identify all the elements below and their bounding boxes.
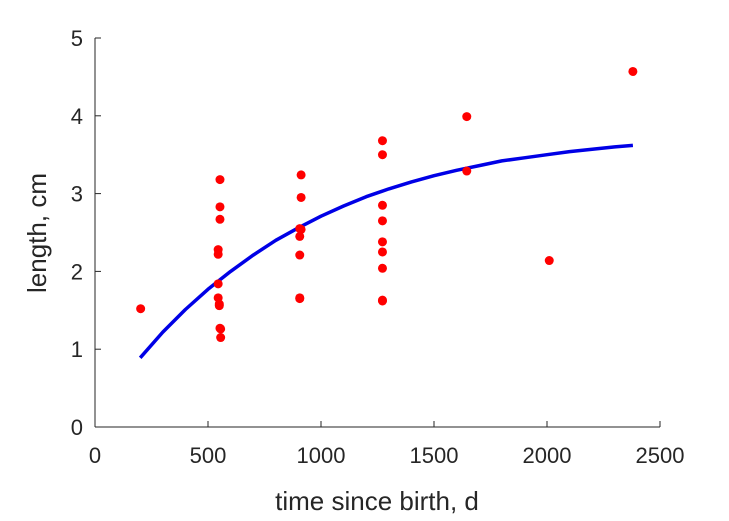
x-tick-label: 0 xyxy=(89,443,101,468)
data-point xyxy=(377,216,387,226)
x-tick-label: 500 xyxy=(190,443,227,468)
data-point xyxy=(216,324,226,334)
x-tick-label: 2000 xyxy=(523,443,572,468)
data-point xyxy=(214,299,224,309)
data-point xyxy=(136,304,146,314)
data-point xyxy=(462,166,472,176)
y-axis-label: length, cm xyxy=(22,173,52,293)
data-point xyxy=(295,250,305,260)
fit-curve-layer xyxy=(138,143,634,359)
data-point xyxy=(377,136,387,146)
data-point xyxy=(544,256,554,266)
y-tick-label: 2 xyxy=(71,259,83,284)
y-tick-label: 3 xyxy=(71,182,83,207)
x-axis-label: time since birth, d xyxy=(275,486,479,516)
data-point xyxy=(377,237,387,247)
data-point xyxy=(213,279,223,289)
data-point xyxy=(216,333,226,343)
data-point xyxy=(295,293,305,303)
data-point xyxy=(462,112,472,122)
data-point xyxy=(213,245,223,255)
data-point xyxy=(377,263,387,273)
x-tick-label: 1500 xyxy=(410,443,459,468)
x-tick-label: 1000 xyxy=(297,443,346,468)
data-point xyxy=(215,202,225,212)
data-point xyxy=(628,66,638,76)
x-tick-label: 2500 xyxy=(636,443,685,468)
data-point xyxy=(377,295,387,305)
data-point xyxy=(215,175,225,185)
data-point xyxy=(377,200,387,210)
data-point xyxy=(295,231,305,241)
data-point xyxy=(296,170,306,180)
axes: 0 500 1000 1500 2000 2500 0 1 2 3 4 5 xyxy=(71,26,685,468)
y-tick-label: 1 xyxy=(71,337,83,362)
data-point xyxy=(377,247,387,257)
y-tick-label: 0 xyxy=(71,415,83,440)
y-tick-label: 4 xyxy=(71,104,83,129)
data-point xyxy=(296,224,306,234)
data-point xyxy=(215,214,225,224)
data-point xyxy=(377,150,387,160)
data-points-layer xyxy=(136,66,638,343)
fit-curve-line xyxy=(138,143,634,359)
data-point xyxy=(296,192,306,202)
y-tick-label: 5 xyxy=(71,26,83,51)
